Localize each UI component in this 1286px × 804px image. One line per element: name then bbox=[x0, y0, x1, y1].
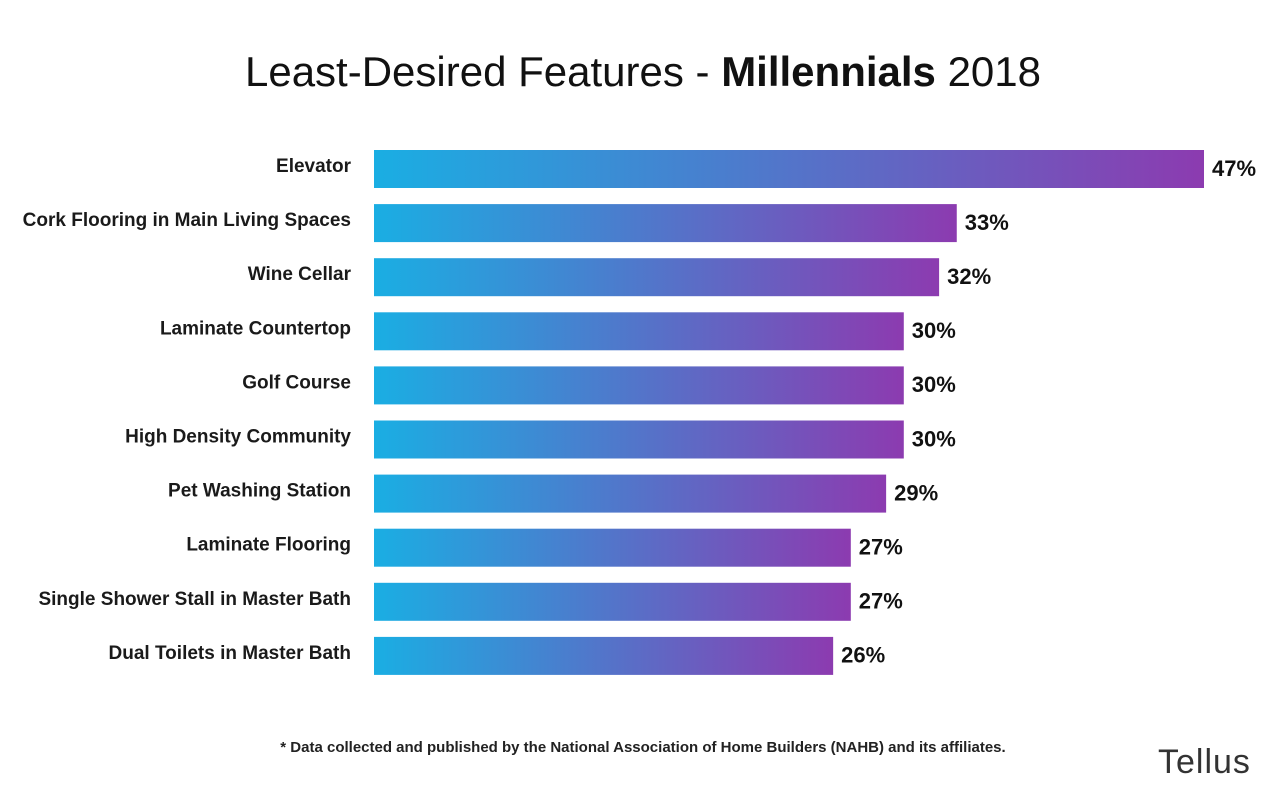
value-label: 47% bbox=[1212, 156, 1256, 181]
chart-title: Least-Desired Features - Millennials 201… bbox=[0, 44, 1286, 100]
bar bbox=[374, 258, 940, 297]
value-label: 33% bbox=[965, 210, 1009, 235]
chart-title-part3: 2018 bbox=[935, 48, 1042, 95]
value-label: 30% bbox=[912, 372, 956, 397]
bar bbox=[374, 312, 904, 351]
value-label: 29% bbox=[894, 480, 938, 505]
category-label: High Density Community bbox=[125, 427, 351, 448]
value-label: 30% bbox=[912, 318, 956, 343]
bar bbox=[374, 420, 904, 459]
category-label: Dual Toilets in Master Bath bbox=[109, 643, 351, 664]
category-label: Wine Cellar bbox=[248, 264, 352, 285]
bar bbox=[374, 636, 834, 675]
category-label: Laminate Countertop bbox=[160, 318, 351, 339]
bar bbox=[374, 582, 851, 621]
category-label: Laminate Flooring bbox=[186, 535, 351, 556]
chart-title-part1: Least-Desired Features - bbox=[244, 48, 722, 95]
category-label: Cork Flooring in Main Living Spaces bbox=[23, 210, 351, 231]
bar bbox=[374, 150, 1204, 188]
bar bbox=[374, 204, 957, 243]
category-label: Golf Course bbox=[242, 372, 351, 393]
value-label: 26% bbox=[841, 643, 885, 668]
tellus-logo: Tellus bbox=[1158, 743, 1251, 781]
category-label: Elevator bbox=[276, 156, 352, 177]
bar bbox=[374, 474, 887, 513]
value-label: 27% bbox=[859, 535, 903, 560]
bar bbox=[374, 366, 904, 405]
value-label: 30% bbox=[912, 426, 956, 451]
footnote: * Data collected and published by the Na… bbox=[280, 739, 1006, 756]
bars-group: Elevator 47% Cork Flooring in Main Living … bbox=[23, 150, 1256, 675]
category-label: Single Shower Stall in Master Bath bbox=[38, 589, 351, 610]
chart-title-part2: Millennials bbox=[721, 48, 936, 95]
value-label: 32% bbox=[947, 264, 991, 289]
category-label: Pet Washing Station bbox=[168, 481, 351, 502]
value-label: 27% bbox=[859, 589, 903, 614]
bar bbox=[374, 528, 851, 567]
